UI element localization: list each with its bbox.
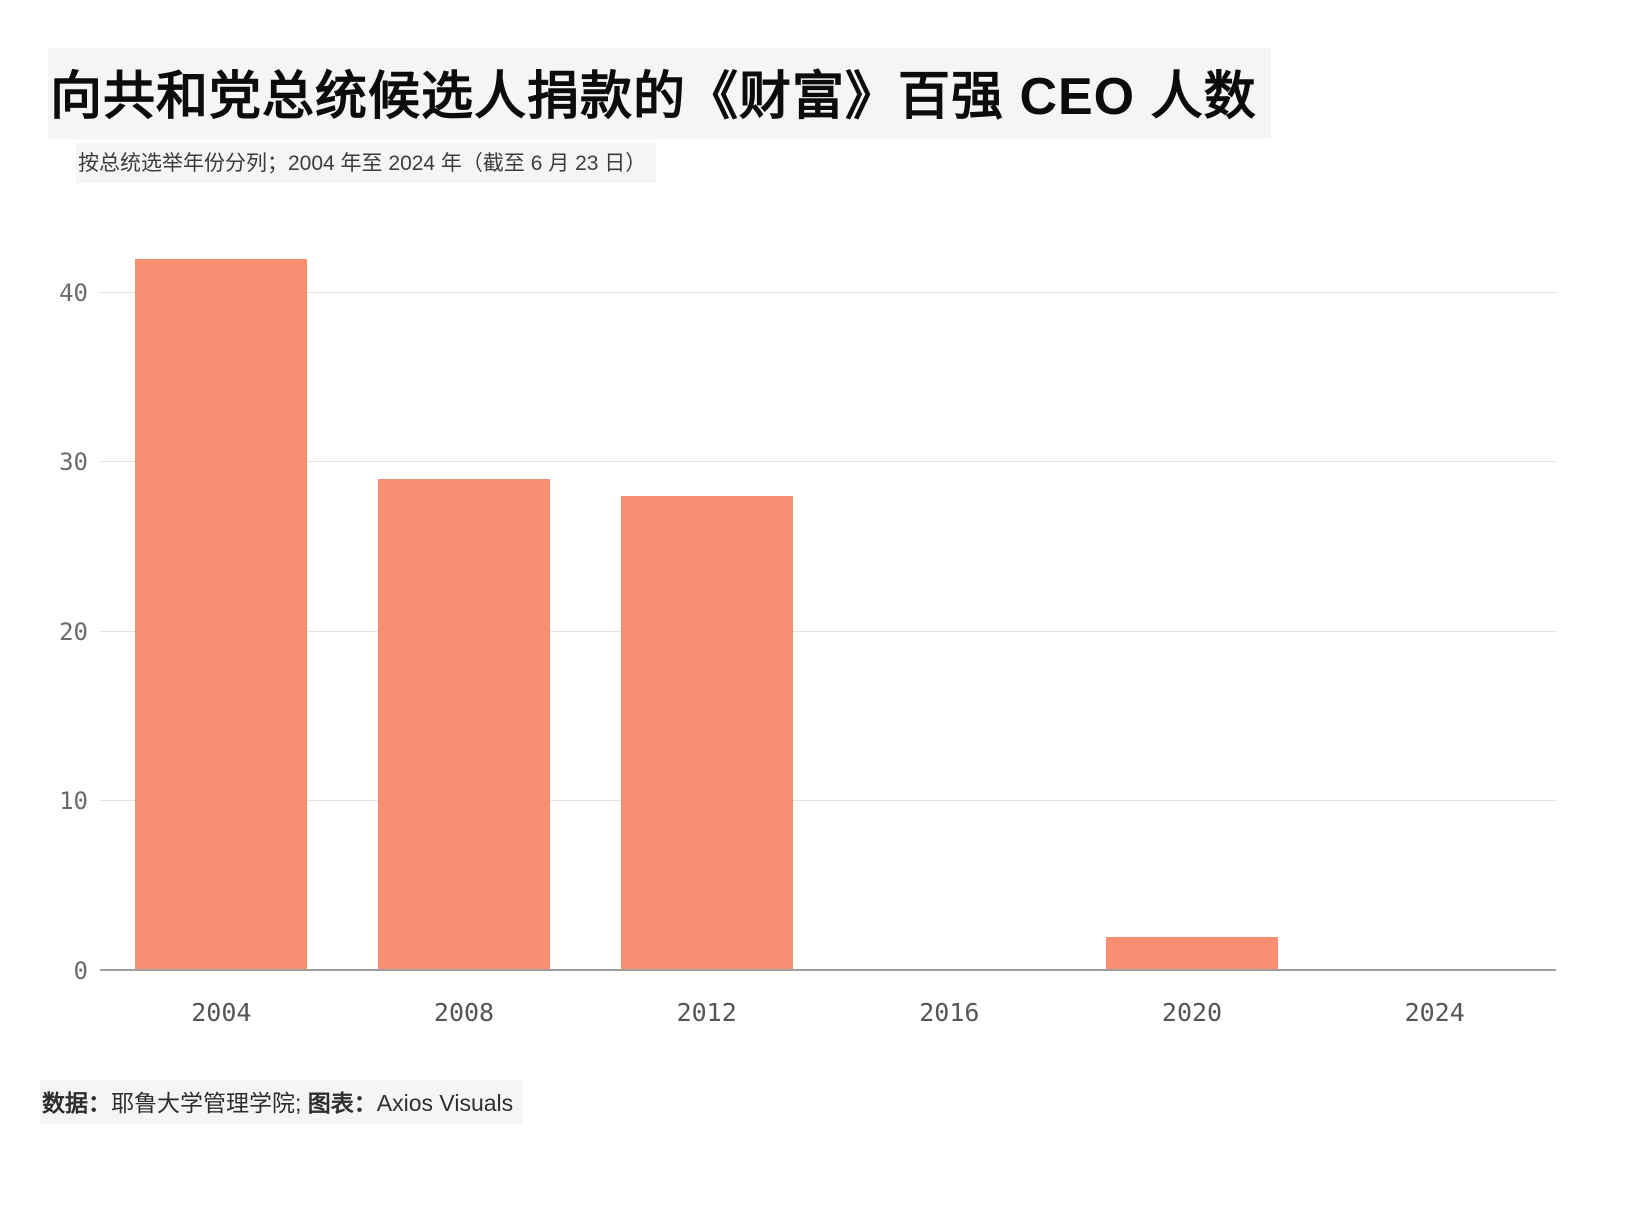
x-tick-2020: 2020 [1161, 998, 1223, 1027]
gridline-30 [100, 461, 1556, 463]
bar-2020 [1105, 937, 1279, 971]
y-tick-30: 30 [59, 448, 88, 477]
x-axis-labels: 2004 2008 2012 2016 2020 2024 [100, 998, 1556, 1027]
bar-slot-2024 [1313, 242, 1556, 971]
x-tick-2016: 2016 [919, 998, 980, 1027]
source-credit: 数据：耶鲁大学管理学院; 图表：Axios Visuals [40, 1080, 524, 1124]
y-tick-20: 20 [59, 617, 88, 646]
source-text: 耶鲁大学管理学院; [111, 1090, 308, 1116]
bar-slot-2020 [1071, 242, 1314, 971]
gridline-40 [100, 291, 1556, 293]
x-tick-2024: 2024 [1404, 998, 1465, 1027]
gridline-20 [100, 630, 1556, 632]
chart-credit-text: Axios Visuals [376, 1090, 514, 1116]
plot-area [100, 242, 1556, 971]
chart-credit-label: 图表： [307, 1090, 377, 1116]
gridline-10 [100, 800, 1556, 802]
y-tick-0: 0 [73, 957, 88, 985]
x-tick-2008: 2008 [433, 998, 495, 1027]
x-axis-baseline [100, 969, 1556, 971]
x-tick-2004: 2004 [191, 998, 252, 1027]
bar-slot-2008 [343, 242, 586, 971]
bar-slot-2004 [100, 242, 343, 971]
chart-subtitle: 按总统选举年份分列；2004 年至 2024 年（截至 6 月 23 日） [76, 143, 657, 183]
bar-2004 [135, 258, 308, 971]
chart-title: 向共和党总统候选人捐款的《财富》百强 CEO 人数 [48, 48, 1271, 139]
bar-slot-2016 [828, 242, 1071, 971]
bar-slot-2012 [585, 242, 828, 971]
x-tick-2012: 2012 [676, 998, 737, 1027]
y-tick-40: 40 [59, 278, 88, 307]
source-label: 数据： [42, 1090, 111, 1116]
y-tick-10: 10 [59, 787, 88, 816]
bar-2012 [620, 496, 793, 971]
y-axis-labels: 0 10 20 30 40 [0, 242, 94, 983]
bar-2008 [377, 479, 551, 971]
bars [100, 242, 1556, 971]
